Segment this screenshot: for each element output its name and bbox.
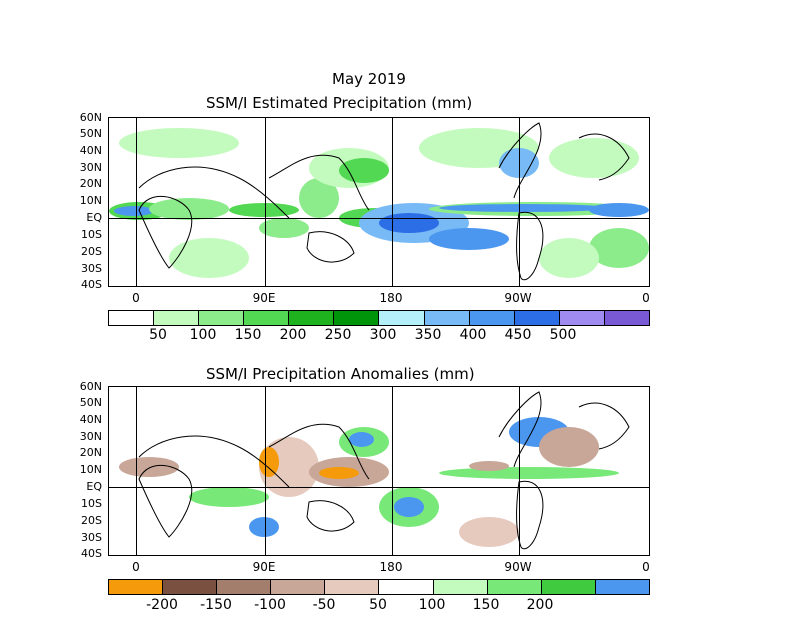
lon-label: 0: [132, 291, 140, 305]
meridian-0: [136, 118, 137, 286]
colorbar-label: -150: [200, 597, 232, 613]
colorbar-swatch: [244, 311, 290, 325]
lat-label: 30N: [79, 161, 102, 174]
lat-label: 50N: [79, 127, 102, 140]
lon-label: 90W: [504, 560, 532, 574]
colorbar-swatch: [541, 580, 596, 594]
lon-label: 90W: [504, 291, 532, 305]
colorbar-swatch: [487, 580, 542, 594]
colorbar-label: 150: [234, 327, 262, 343]
colorbar-swatch: [559, 311, 605, 325]
lat-label: 20N: [79, 177, 102, 190]
anomaly-colorbar: [108, 579, 650, 595]
colorbar-swatch: [379, 311, 425, 325]
colorbar-label: 250: [324, 327, 352, 343]
precip-colorbar: [108, 310, 650, 326]
colorbar-swatch: [433, 580, 488, 594]
colorbar-label: 100: [189, 327, 217, 343]
lat-label: 10N: [79, 194, 102, 207]
meridian-90w: [519, 118, 520, 286]
lon-label: 0: [132, 560, 140, 574]
colorbar-swatch: [289, 311, 335, 325]
colorbar-swatch: [424, 311, 470, 325]
colorbar-label: 150: [472, 597, 500, 613]
colorbar-swatch: [334, 311, 380, 325]
equator-line: [109, 487, 649, 488]
colorbar-label: 200: [526, 597, 554, 613]
lat-label: 20S: [81, 245, 102, 258]
lat-label: 10S: [81, 497, 102, 510]
lat-label: 40N: [79, 413, 102, 426]
lon-label: 90E: [252, 291, 276, 305]
colorbar-swatch: [109, 311, 155, 325]
precipitation-map: [108, 117, 650, 287]
colorbar-label: 350: [414, 327, 442, 343]
colorbar-swatch: [604, 311, 649, 325]
month-title: May 2019: [332, 70, 406, 88]
colorbar-label: 100: [418, 597, 446, 613]
top-panel-title: SSM/I Estimated Precipitation (mm): [206, 94, 473, 112]
bottom-panel-title: SSM/I Precipitation Anomalies (mm): [206, 365, 475, 383]
colorbar-label: -50: [312, 597, 336, 613]
colorbar-swatch: [325, 580, 380, 594]
meridian-180: [392, 387, 393, 555]
continent-outlines: [138, 391, 630, 550]
colorbar-swatch: [271, 580, 326, 594]
lon-label: 180: [379, 560, 403, 574]
colorbar-label: 500: [549, 327, 577, 343]
lat-label: 40S: [81, 278, 102, 291]
lat-label: 30N: [79, 430, 102, 443]
lon-label: 0: [642, 560, 650, 574]
lat-label: 20N: [79, 446, 102, 459]
colorbar-label: 300: [369, 327, 397, 343]
lon-label: 180: [379, 291, 403, 305]
colorbar-label: 400: [459, 327, 487, 343]
meridian-90e: [265, 118, 266, 286]
lat-label: 30S: [81, 531, 102, 544]
lon-label: 90E: [252, 560, 276, 574]
colorbar-swatch: [154, 311, 200, 325]
lat-label: 60N: [79, 380, 102, 393]
lat-label: EQ: [86, 211, 102, 224]
colorbar-label: 50: [369, 597, 387, 613]
meridian-90w: [519, 387, 520, 555]
colorbar-swatch: [163, 580, 218, 594]
lat-label: 40N: [79, 144, 102, 157]
lat-label: 50N: [79, 396, 102, 409]
colorbar-swatch: [217, 580, 272, 594]
colorbar-label: -200: [146, 597, 178, 613]
colorbar-swatch: [469, 311, 515, 325]
anomaly-map: [108, 386, 650, 556]
meridian-90e: [265, 387, 266, 555]
continent-outlines: [138, 122, 630, 281]
lat-label: 30S: [81, 262, 102, 275]
colorbar-swatch: [514, 311, 560, 325]
equator-line: [109, 218, 649, 219]
lon-label: 0: [642, 291, 650, 305]
colorbar-swatch: [109, 580, 164, 594]
colorbar-label: -100: [254, 597, 286, 613]
lat-label: 40S: [81, 547, 102, 560]
lat-label: 10S: [81, 228, 102, 241]
colorbar-label: 450: [504, 327, 532, 343]
colorbar-label: 50: [149, 327, 167, 343]
meridian-180: [392, 118, 393, 286]
colorbar-label: 200: [279, 327, 307, 343]
lat-label: 10N: [79, 463, 102, 476]
colorbar-swatch: [595, 580, 649, 594]
colorbar-swatch: [199, 311, 245, 325]
colorbar-swatch: [379, 580, 434, 594]
lat-label: EQ: [86, 480, 102, 493]
meridian-0: [136, 387, 137, 555]
lat-label: 60N: [79, 111, 102, 124]
lat-label: 20S: [81, 514, 102, 527]
